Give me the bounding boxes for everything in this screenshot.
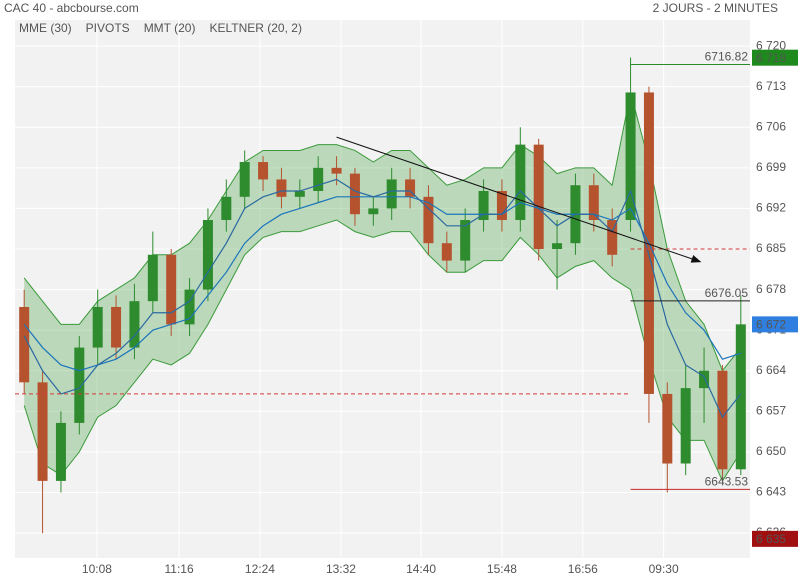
chart-title: CAC 40 - abcbourse.com — [4, 1, 139, 15]
keltner-band — [23, 92, 742, 482]
candle-body — [533, 144, 544, 249]
price-badge-label: 6 672 — [756, 318, 786, 332]
candle-body — [184, 289, 195, 325]
candle-body — [349, 173, 360, 215]
y-tick-label: 6 657 — [756, 403, 786, 417]
candle-body — [460, 220, 471, 261]
legend-entry: MMT (20) — [144, 21, 196, 35]
x-tick-label: 15:48 — [487, 562, 517, 576]
candle-body — [368, 208, 379, 215]
level-label: 6676.05 — [705, 286, 749, 300]
candle-body — [552, 243, 563, 249]
trendline — [336, 136, 702, 263]
candle-body — [74, 347, 85, 423]
candle-body — [313, 167, 324, 192]
candle-body — [386, 179, 397, 209]
candle-body — [496, 191, 507, 221]
y-tick-label: 6 699 — [756, 160, 786, 174]
y-tick-label: 6 713 — [756, 79, 786, 93]
level-label: 6716.82 — [705, 50, 749, 64]
y-tick-label: 6 720 — [756, 38, 786, 52]
x-tick-label: 12:24 — [245, 562, 275, 576]
candle-body — [478, 191, 489, 221]
legend-entry: MME (30) — [19, 21, 72, 35]
candle-body — [588, 185, 599, 221]
candle-body — [717, 370, 728, 470]
candle-body — [202, 220, 213, 290]
mmt-line — [23, 178, 742, 419]
x-tick-label: 13:32 — [326, 562, 356, 576]
candle-body — [111, 306, 122, 348]
candle-body — [662, 393, 673, 464]
candle-body — [221, 196, 232, 221]
candle-body — [276, 179, 287, 197]
candle-body — [129, 301, 140, 348]
candle-body — [515, 144, 526, 221]
price-badge-label: 6 635 — [756, 532, 786, 546]
keltner-lower — [23, 219, 742, 482]
y-tick-label: 6 678 — [756, 282, 786, 296]
candle-body — [55, 422, 66, 481]
price-badge-label: 6 718 — [756, 51, 786, 65]
candle-body — [92, 306, 103, 348]
keltner-area — [24, 92, 741, 481]
x-tick-label: 11:16 — [165, 562, 194, 576]
candle-body — [147, 254, 158, 302]
legend-entry: PIVOTS — [86, 21, 130, 35]
x-tick-label: 16:56 — [568, 562, 598, 576]
price-badge — [752, 530, 798, 547]
candle-body — [607, 220, 618, 255]
mme-line — [23, 196, 741, 372]
candle-body — [735, 324, 746, 470]
candle-body — [239, 162, 250, 197]
candle-body — [699, 370, 710, 389]
legend-entry: KELTNER (20, 2) — [209, 21, 301, 35]
y-tick-label: 6 643 — [756, 485, 786, 499]
candle-body — [625, 92, 636, 221]
overlay: 6716.82 6676.05 6643.53 — [15, 50, 750, 490]
y-tick-label: 6 664 — [756, 363, 786, 377]
y-tick-label: 6 692 — [756, 201, 786, 215]
x-tick-label: 09:30 — [649, 562, 679, 576]
level-label: 6643.53 — [705, 475, 749, 489]
keltner-upper — [23, 92, 742, 372]
candle-body — [423, 196, 434, 244]
y-tick-label: 6 706 — [756, 119, 786, 133]
candle-body — [166, 254, 177, 325]
candle-body — [405, 179, 416, 197]
candle-body — [37, 382, 48, 481]
candle-body — [294, 191, 305, 197]
candle-body — [331, 167, 342, 174]
y-tick-label: 6 685 — [756, 241, 786, 255]
candle-body — [258, 162, 269, 180]
price-badge — [752, 316, 798, 333]
x-tick-label: 14:40 — [406, 562, 436, 576]
candle-body — [19, 306, 30, 383]
price-badge — [752, 49, 798, 66]
chart-subtitle: 2 JOURS - 2 MINUTES — [653, 1, 778, 15]
candle-body — [441, 243, 452, 261]
candle-body — [680, 388, 691, 464]
x-tick-label: 10:08 — [82, 562, 112, 576]
y-tick-label: 6 650 — [756, 444, 786, 458]
